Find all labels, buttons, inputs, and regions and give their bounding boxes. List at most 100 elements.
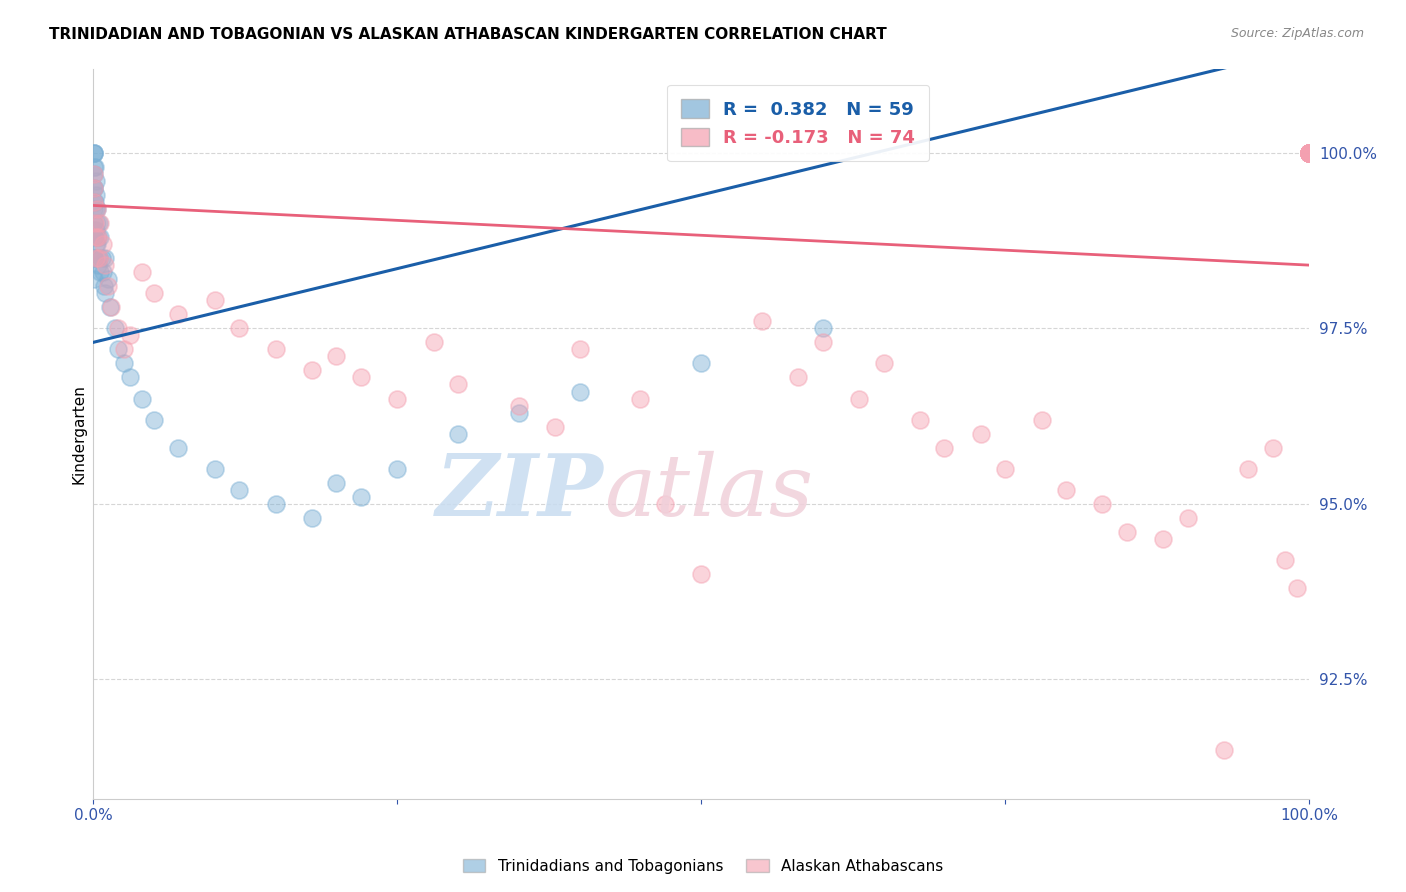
Point: [970, 426, 993, 441]
Point: [508, 406, 530, 420]
Point: [84, 251, 107, 265]
Text: ZIP: ZIP: [436, 450, 605, 533]
Point: [301, 363, 323, 377]
Point: [1237, 462, 1260, 476]
Point: [89, 216, 111, 230]
Point: [1298, 145, 1320, 160]
Point: [690, 567, 713, 582]
Point: [86, 237, 108, 252]
Point: [787, 370, 810, 384]
Point: [97, 272, 120, 286]
Point: [1298, 145, 1320, 160]
Point: [83, 145, 105, 160]
Point: [1298, 145, 1320, 160]
Point: [112, 343, 135, 357]
Point: [301, 511, 323, 525]
Point: [83, 251, 105, 265]
Point: [89, 251, 111, 265]
Point: [83, 251, 105, 265]
Point: [350, 370, 373, 384]
Point: [1274, 553, 1296, 567]
Point: [87, 230, 110, 244]
Point: [1213, 742, 1236, 756]
Point: [228, 483, 250, 497]
Point: [83, 202, 105, 216]
Text: atlas: atlas: [605, 450, 813, 533]
Point: [1298, 145, 1320, 160]
Point: [83, 167, 105, 181]
Point: [1115, 524, 1137, 539]
Point: [83, 194, 105, 209]
Point: [93, 279, 115, 293]
Point: [83, 230, 105, 244]
Point: [86, 216, 108, 230]
Point: [447, 426, 470, 441]
Point: [811, 335, 834, 350]
Point: [84, 237, 107, 252]
Point: [94, 251, 117, 265]
Point: [94, 286, 117, 301]
Point: [87, 258, 110, 272]
Point: [90, 251, 112, 265]
Point: [83, 216, 105, 230]
Point: [1298, 145, 1320, 160]
Point: [1286, 581, 1309, 595]
Point: [118, 328, 141, 343]
Point: [350, 490, 373, 504]
Point: [385, 392, 408, 406]
Point: [1298, 145, 1320, 160]
Point: [568, 343, 591, 357]
Point: [83, 194, 105, 209]
Point: [264, 343, 287, 357]
Point: [1298, 145, 1320, 160]
Point: [228, 321, 250, 335]
Point: [1298, 145, 1320, 160]
Point: [89, 216, 111, 230]
Point: [934, 441, 956, 455]
Point: [84, 194, 107, 209]
Point: [1298, 145, 1320, 160]
Point: [508, 399, 530, 413]
Point: [83, 251, 105, 265]
Point: [94, 258, 117, 272]
Point: [86, 202, 108, 216]
Point: [325, 475, 347, 490]
Point: [568, 384, 591, 399]
Point: [84, 223, 107, 237]
Legend: R =  0.382   N = 59, R = -0.173   N = 74: R = 0.382 N = 59, R = -0.173 N = 74: [666, 85, 929, 161]
Point: [83, 181, 105, 195]
Point: [89, 230, 111, 244]
Point: [872, 356, 894, 370]
Point: [1091, 497, 1114, 511]
Point: [83, 181, 105, 195]
Text: TRINIDADIAN AND TOBAGONIAN VS ALASKAN ATHABASCAN KINDERGARTEN CORRELATION CHART: TRINIDADIAN AND TOBAGONIAN VS ALASKAN AT…: [49, 27, 887, 42]
Point: [84, 230, 107, 244]
Point: [1298, 145, 1320, 160]
Point: [97, 279, 120, 293]
Point: [84, 174, 107, 188]
Point: [1261, 441, 1284, 455]
Point: [811, 321, 834, 335]
Point: [112, 356, 135, 370]
Point: [91, 265, 114, 279]
Point: [1298, 145, 1320, 160]
Point: [264, 497, 287, 511]
Point: [1031, 412, 1053, 426]
Point: [447, 377, 470, 392]
Point: [422, 335, 444, 350]
Point: [83, 160, 105, 174]
Y-axis label: Kindergarten: Kindergarten: [72, 384, 86, 483]
Point: [84, 188, 107, 202]
Point: [118, 370, 141, 384]
Point: [84, 230, 107, 244]
Point: [84, 160, 107, 174]
Point: [167, 441, 190, 455]
Point: [1298, 145, 1320, 160]
Point: [83, 181, 105, 195]
Text: Source: ZipAtlas.com: Source: ZipAtlas.com: [1230, 27, 1364, 40]
Point: [84, 216, 107, 230]
Point: [104, 321, 127, 335]
Point: [100, 300, 122, 314]
Point: [107, 321, 129, 335]
Point: [204, 462, 226, 476]
